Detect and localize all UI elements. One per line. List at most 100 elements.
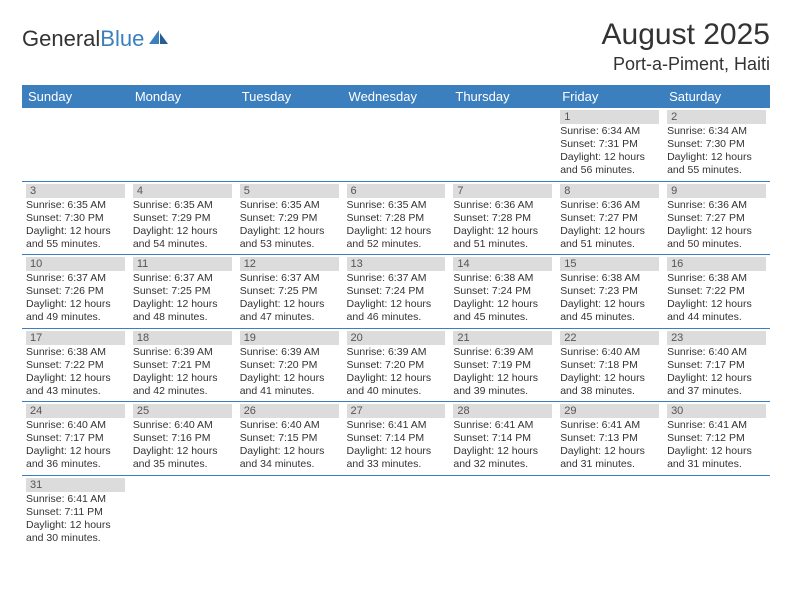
sunset-line: Sunset: 7:27 PM (667, 212, 766, 225)
calendar-week: 17Sunrise: 6:38 AMSunset: 7:22 PMDayligh… (22, 329, 770, 402)
sunset-line: Sunset: 7:28 PM (347, 212, 446, 225)
day-number: 16 (667, 257, 766, 271)
sunset-line: Sunset: 7:20 PM (347, 359, 446, 372)
daylight-line: Daylight: 12 hours and 38 minutes. (560, 372, 659, 398)
day-number: 27 (347, 404, 446, 418)
sunrise-line: Sunrise: 6:34 AM (667, 125, 766, 138)
sunrise-line: Sunrise: 6:41 AM (453, 419, 552, 432)
sunrise-line: Sunrise: 6:39 AM (240, 346, 339, 359)
daylight-line: Daylight: 12 hours and 33 minutes. (347, 445, 446, 471)
sunrise-line: Sunrise: 6:41 AM (667, 419, 766, 432)
daylight-line: Daylight: 12 hours and 45 minutes. (453, 298, 552, 324)
daylight-line: Daylight: 12 hours and 44 minutes. (667, 298, 766, 324)
calendar-cell: 1Sunrise: 6:34 AMSunset: 7:31 PMDaylight… (556, 108, 663, 181)
day-number: 21 (453, 331, 552, 345)
calendar-cell: 4Sunrise: 6:35 AMSunset: 7:29 PMDaylight… (129, 182, 236, 255)
calendar-cell: 28Sunrise: 6:41 AMSunset: 7:14 PMDayligh… (449, 402, 556, 475)
sunset-line: Sunset: 7:25 PM (240, 285, 339, 298)
brand-part1: General (22, 26, 100, 52)
sunrise-line: Sunrise: 6:38 AM (667, 272, 766, 285)
sunset-line: Sunset: 7:17 PM (667, 359, 766, 372)
daylight-line: Daylight: 12 hours and 36 minutes. (26, 445, 125, 471)
calendar-cell: 29Sunrise: 6:41 AMSunset: 7:13 PMDayligh… (556, 402, 663, 475)
day-header: Sunday (22, 85, 129, 108)
calendar-cell: 20Sunrise: 6:39 AMSunset: 7:20 PMDayligh… (343, 329, 450, 402)
sunset-line: Sunset: 7:11 PM (26, 506, 125, 519)
day-number: 8 (560, 184, 659, 198)
daylight-line: Daylight: 12 hours and 30 minutes. (26, 519, 125, 545)
day-header: Saturday (663, 85, 770, 108)
daylight-line: Daylight: 12 hours and 32 minutes. (453, 445, 552, 471)
sunset-line: Sunset: 7:12 PM (667, 432, 766, 445)
sunset-line: Sunset: 7:29 PM (240, 212, 339, 225)
day-number: 7 (453, 184, 552, 198)
sunrise-line: Sunrise: 6:41 AM (347, 419, 446, 432)
sunset-line: Sunset: 7:24 PM (347, 285, 446, 298)
location: Port-a-Piment, Haiti (602, 54, 770, 75)
sunset-line: Sunset: 7:15 PM (240, 432, 339, 445)
sunrise-line: Sunrise: 6:36 AM (453, 199, 552, 212)
sunrise-line: Sunrise: 6:35 AM (26, 199, 125, 212)
sunset-line: Sunset: 7:14 PM (347, 432, 446, 445)
sunrise-line: Sunrise: 6:41 AM (26, 493, 125, 506)
sunrise-line: Sunrise: 6:35 AM (240, 199, 339, 212)
day-number: 14 (453, 257, 552, 271)
calendar-cell (449, 108, 556, 181)
daylight-line: Daylight: 12 hours and 55 minutes. (667, 151, 766, 177)
sunset-line: Sunset: 7:28 PM (453, 212, 552, 225)
day-number: 24 (26, 404, 125, 418)
day-number: 23 (667, 331, 766, 345)
sunrise-line: Sunrise: 6:41 AM (560, 419, 659, 432)
day-number: 19 (240, 331, 339, 345)
daylight-line: Daylight: 12 hours and 46 minutes. (347, 298, 446, 324)
title-block: August 2025 Port-a-Piment, Haiti (602, 18, 770, 75)
calendar-cell (129, 108, 236, 181)
sunset-line: Sunset: 7:19 PM (453, 359, 552, 372)
calendar-week: 1 Sunrise: 6:34 AM Sunset: 7:31 PM Daylight… (22, 108, 770, 181)
calendar-cell (343, 476, 450, 549)
daylight-line: Daylight: 12 hours and 45 minutes. (560, 298, 659, 324)
day-number: 29 (560, 404, 659, 418)
sunset-line: Sunset: 7:14 PM (453, 432, 552, 445)
calendar-cell: 17Sunrise: 6:38 AMSunset: 7:22 PMDayligh… (22, 329, 129, 402)
day-number: 30 (667, 404, 766, 418)
day-header: Wednesday (343, 85, 450, 108)
day-header-row: SundayMondayTuesdayWednesdayThursdayFrid… (22, 85, 770, 108)
sunset-line: Sunset: 7:21 PM (133, 359, 232, 372)
calendar-cell: 5Sunrise: 6:35 AMSunset: 7:29 PMDaylight… (236, 182, 343, 255)
sunrise-line: Sunrise: 6:38 AM (453, 272, 552, 285)
sunrise-line: Sunrise: 6:37 AM (240, 272, 339, 285)
day-number: 31 (26, 478, 125, 492)
day-number: 17 (26, 331, 125, 345)
sunset-line: Sunset: 7:22 PM (667, 285, 766, 298)
day-number: 12 (240, 257, 339, 271)
sunset-line: Sunset: 7:16 PM (133, 432, 232, 445)
calendar-cell: 3Sunrise: 6:35 AMSunset: 7:30 PMDaylight… (22, 182, 129, 255)
calendar-week: 31Sunrise: 6:41 AMSunset: 7:11 PMDayligh… (22, 476, 770, 549)
calendar-week: 10Sunrise: 6:37 AMSunset: 7:26 PMDayligh… (22, 255, 770, 328)
sunset-line: Sunset: 7:27 PM (560, 212, 659, 225)
sail-icon (147, 26, 171, 52)
sunrise-line: Sunrise: 6:40 AM (26, 419, 125, 432)
calendar-cell (663, 476, 770, 549)
page-title: August 2025 (602, 18, 770, 52)
sunrise-line: Sunrise: 6:37 AM (133, 272, 232, 285)
sunset-line: Sunset: 7:24 PM (453, 285, 552, 298)
calendar-cell: 27Sunrise: 6:41 AMSunset: 7:14 PMDayligh… (343, 402, 450, 475)
day-number: 15 (560, 257, 659, 271)
day-number: 1 (560, 110, 659, 124)
calendar-cell: 14Sunrise: 6:38 AMSunset: 7:24 PMDayligh… (449, 255, 556, 328)
sunset-line: Sunset: 7:31 PM (560, 138, 659, 151)
calendar-cell (556, 476, 663, 549)
calendar-cell: 25Sunrise: 6:40 AMSunset: 7:16 PMDayligh… (129, 402, 236, 475)
calendar-cell: 19Sunrise: 6:39 AMSunset: 7:20 PMDayligh… (236, 329, 343, 402)
sunrise-line: Sunrise: 6:40 AM (667, 346, 766, 359)
calendar-cell: 8Sunrise: 6:36 AMSunset: 7:27 PMDaylight… (556, 182, 663, 255)
daylight-line: Daylight: 12 hours and 54 minutes. (133, 225, 232, 251)
day-number: 3 (26, 184, 125, 198)
day-number: 26 (240, 404, 339, 418)
daylight-line: Daylight: 12 hours and 43 minutes. (26, 372, 125, 398)
day-number: 11 (133, 257, 232, 271)
sunrise-line: Sunrise: 6:36 AM (667, 199, 766, 212)
calendar-cell: 16Sunrise: 6:38 AMSunset: 7:22 PMDayligh… (663, 255, 770, 328)
